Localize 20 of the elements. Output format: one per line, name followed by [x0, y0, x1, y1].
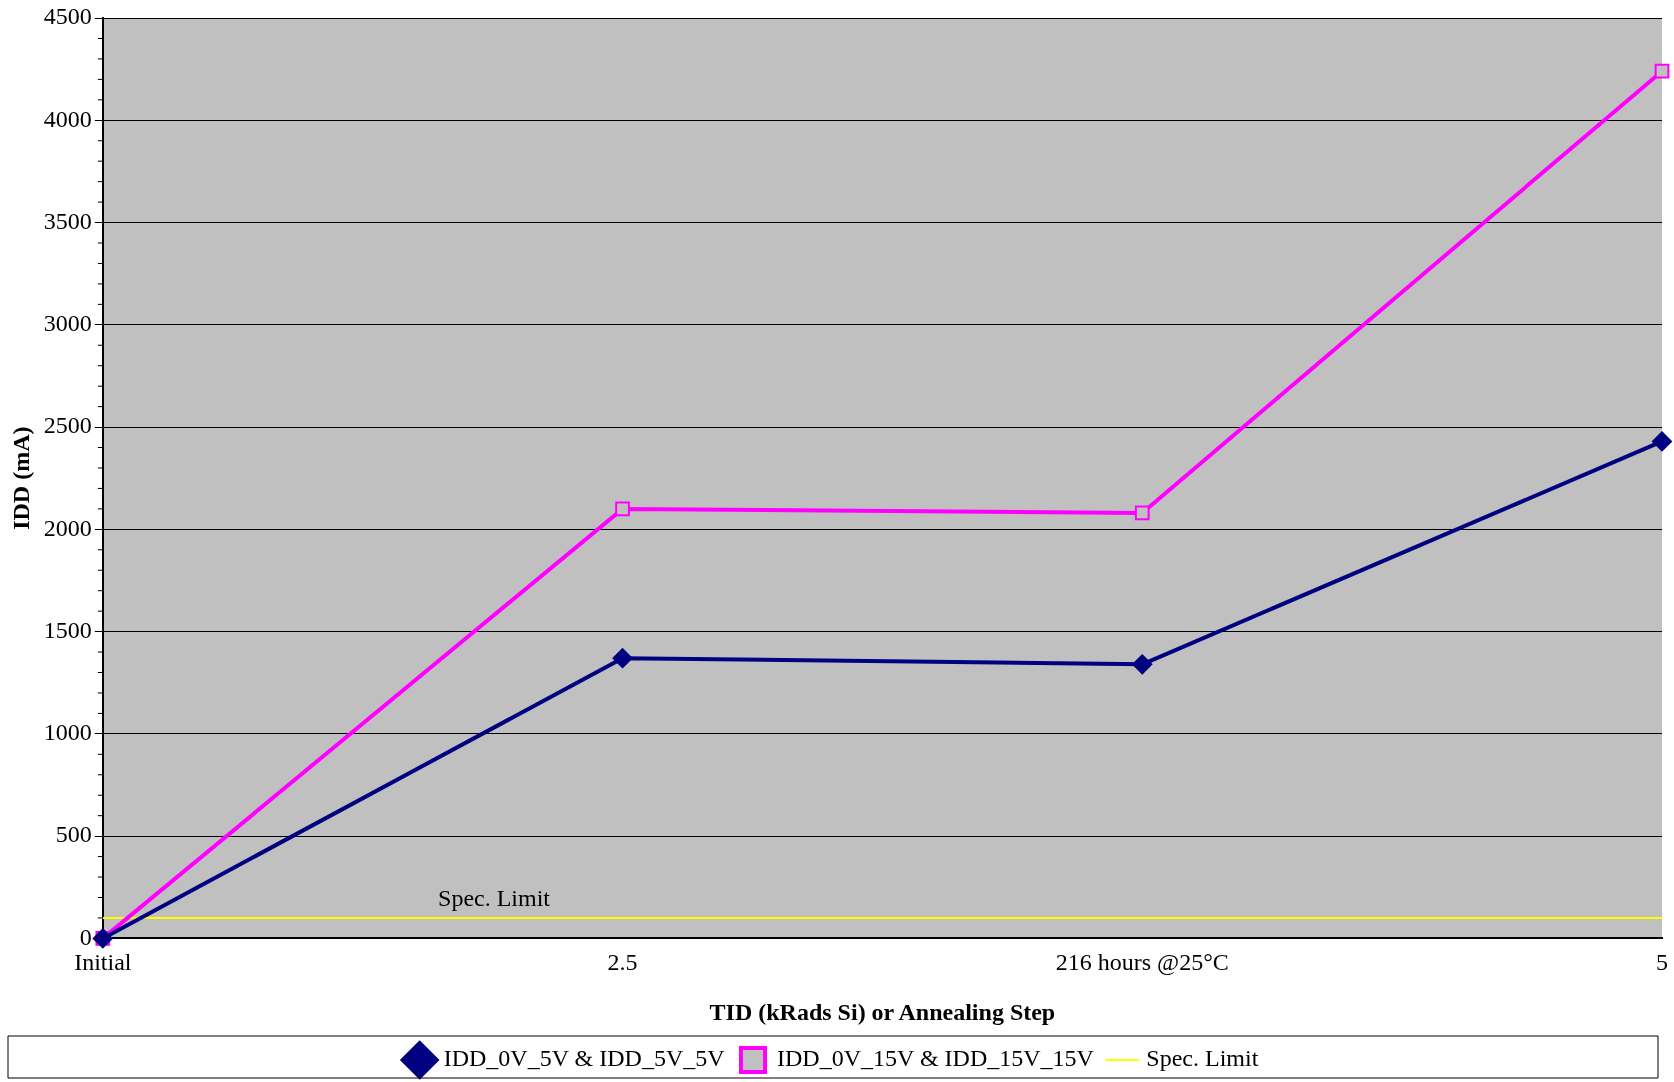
- y-tick-label: 4000: [43, 105, 92, 132]
- y-tick-label: 3000: [43, 310, 92, 337]
- x-axis-title: TID (kRads Si) or Annealing Step: [709, 998, 1056, 1025]
- y-tick-label: 1000: [43, 719, 92, 746]
- y-tick-label: 1500: [43, 616, 92, 643]
- legend-label: IDD_0V_5V & IDD_5V_5V: [443, 1045, 726, 1072]
- x-tick-label: Initial: [74, 949, 132, 976]
- x-tick-label: 2.5: [607, 949, 638, 976]
- x-tick-label: 216 hours @25°C: [1055, 949, 1229, 976]
- annotation: Spec. Limit: [438, 885, 551, 912]
- y-tick-label: 500: [55, 821, 92, 848]
- legend-label: Spec. Limit: [1146, 1045, 1259, 1072]
- y-tick-label: 0: [79, 923, 92, 950]
- y-axis-title: IDD (mA): [7, 426, 34, 530]
- legend-label: IDD_0V_15V & IDD_15V_15V: [777, 1045, 1095, 1072]
- x-tick-label: 5: [1656, 949, 1668, 976]
- y-tick-label: 4500: [43, 3, 92, 30]
- y-tick-label: 2000: [43, 514, 92, 541]
- y-tick-label: 3500: [43, 207, 92, 234]
- y-tick-label: 2500: [43, 412, 92, 439]
